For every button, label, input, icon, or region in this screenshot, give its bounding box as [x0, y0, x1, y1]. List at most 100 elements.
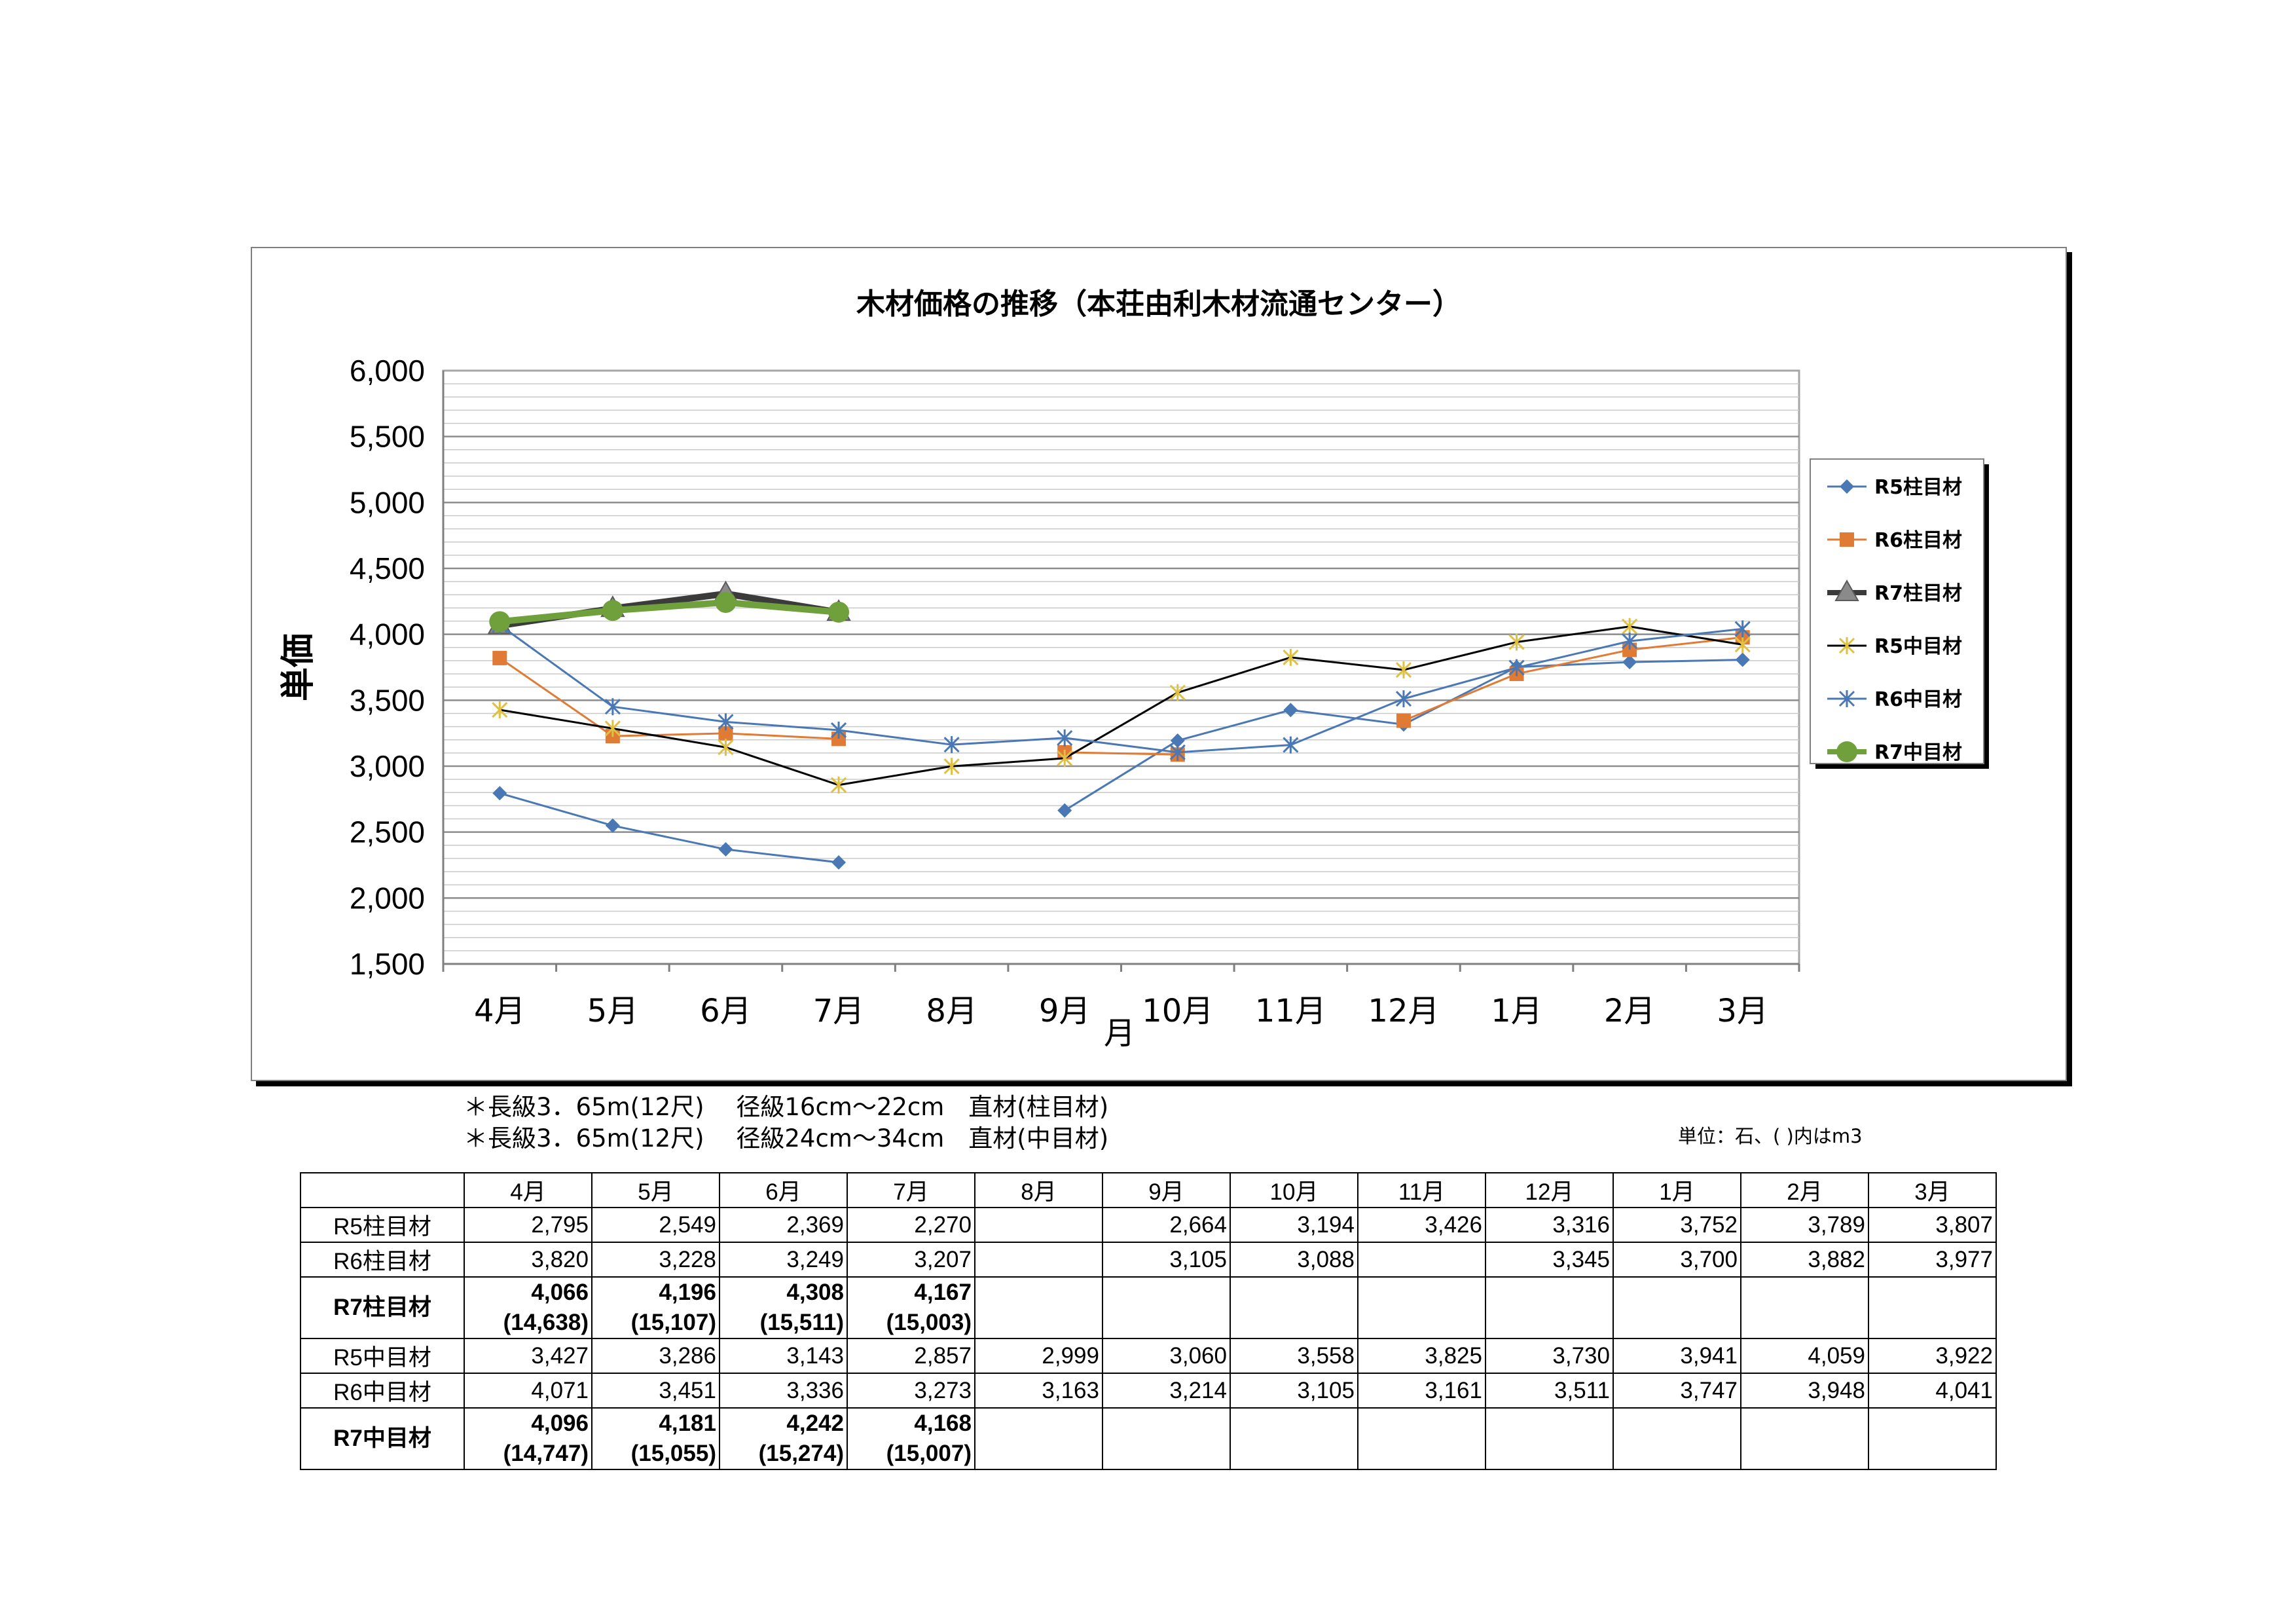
data-point — [1622, 655, 1637, 670]
table-cell: 4,242 (15,274) — [719, 1407, 848, 1470]
table-cell — [1357, 1242, 1486, 1278]
table-cell: 3,336 — [719, 1373, 848, 1409]
cell-value: 3,345 — [1552, 1246, 1610, 1272]
data-point — [604, 720, 621, 737]
cell-value: 4,181 — [659, 1411, 716, 1436]
data-point — [492, 786, 507, 801]
table-cell: 3,511 — [1485, 1373, 1614, 1409]
cell-value: 3,286 — [659, 1342, 716, 1369]
cell-value: 3,426 — [1425, 1211, 1482, 1238]
row-label: R5柱目材 — [300, 1207, 465, 1243]
data-point — [718, 726, 733, 741]
table-cell: 4,096 (14,747) — [464, 1407, 592, 1470]
x-tick-label: 12月 — [1368, 993, 1439, 1029]
data-point — [828, 601, 850, 623]
data-point — [602, 600, 623, 621]
cell-volume-m3: (15,511) — [759, 1310, 844, 1335]
data-point — [492, 701, 508, 719]
table-cell — [1485, 1276, 1614, 1339]
row-label: R5中目材 — [300, 1338, 465, 1374]
table-cell: 3,752 — [1613, 1207, 1741, 1243]
cell-value: 3,941 — [1680, 1342, 1738, 1369]
x-axis-title: 月 — [1104, 1015, 1135, 1052]
legend-marker — [1838, 637, 1855, 654]
legend-marker — [1836, 741, 1857, 762]
table-row: R5中目材 3,427 3,286 3,143 2,857 2,999 3,060 3,558… — [300, 1338, 1997, 1374]
cell-value: 3,807 — [1935, 1211, 1993, 1238]
data-point — [718, 739, 734, 756]
data-point — [831, 855, 847, 870]
table-header-cell: 2月 — [1740, 1172, 1869, 1208]
table-cell — [1357, 1276, 1486, 1339]
data-point — [1169, 743, 1186, 761]
cell-value: 3,700 — [1680, 1246, 1738, 1272]
table-cell: 4,181 (15,055) — [591, 1407, 720, 1470]
table-cell: 3,214 — [1102, 1373, 1231, 1409]
table-cell: 3,161 — [1357, 1373, 1486, 1409]
table-cell: 3,249 — [719, 1242, 848, 1278]
data-point — [943, 758, 960, 775]
table-cell: 2,999 — [974, 1338, 1103, 1374]
y-tick-label: 2,500 — [350, 815, 425, 849]
table-cell: 3,730 — [1485, 1338, 1614, 1374]
data-point — [1622, 618, 1638, 635]
data-point — [1057, 729, 1073, 747]
y-tick-label: 2,000 — [350, 881, 425, 915]
data-point — [489, 611, 511, 633]
data-point — [1057, 803, 1072, 818]
table-cell: 4,168 (15,007) — [847, 1407, 975, 1470]
table-header-cell: 5月 — [591, 1172, 720, 1208]
unit-note: 単位：石、( )内はm3 — [1678, 1125, 1863, 1147]
table-cell: 4,196 (15,107) — [591, 1276, 720, 1339]
table-cell — [1868, 1276, 1997, 1339]
cell-value: 4,308 — [786, 1280, 844, 1305]
data-point — [830, 722, 847, 739]
cell-value: 2,999 — [1042, 1342, 1099, 1369]
legend-marker — [1834, 579, 1859, 601]
cell-value: 3,228 — [659, 1246, 716, 1272]
table-cell — [1230, 1276, 1358, 1339]
data-point — [718, 713, 734, 731]
table-cell — [1613, 1276, 1741, 1339]
legend-box — [1810, 458, 1984, 764]
legend-entry: R6中目材 — [1874, 688, 1962, 711]
cell-value: 3,789 — [1808, 1211, 1865, 1238]
data-point — [1734, 620, 1751, 638]
line-chart: 木材価格の推移（本荘由利木材流通センター） 1,500 2,000 2,500 3,00… — [279, 287, 1989, 1052]
data-point — [718, 842, 733, 857]
data-point — [1508, 633, 1525, 651]
cell-value: 3,511 — [1554, 1377, 1610, 1403]
data-point — [831, 731, 847, 747]
data-point — [492, 650, 507, 665]
data-point — [1734, 636, 1751, 654]
y-axis-title: 単価 — [279, 633, 318, 701]
data-point — [1283, 703, 1298, 718]
x-tick-label: 2月 — [1604, 993, 1656, 1029]
spec-note-1: ＊長級3．65m(12尺) 径級16cm～22cm 直材(柱目材) — [464, 1093, 1109, 1121]
table-cell: 3,882 — [1740, 1242, 1869, 1278]
x-tick-label: 9月 — [1039, 993, 1091, 1029]
table-cell — [1230, 1407, 1358, 1470]
cell-value: 4,059 — [1808, 1342, 1865, 1369]
x-tick-label: 1月 — [1491, 993, 1542, 1029]
plot-area — [442, 369, 1800, 965]
cell-value: 3,730 — [1552, 1342, 1610, 1369]
cell-value: 3,316 — [1552, 1211, 1610, 1238]
cell-value: 2,664 — [1169, 1211, 1227, 1238]
cell-value: 3,977 — [1935, 1246, 1993, 1272]
data-point — [1622, 642, 1637, 657]
table-cell: 3,426 — [1357, 1207, 1486, 1243]
table-cell: 3,807 — [1868, 1207, 1997, 1243]
table-cell — [1102, 1407, 1231, 1470]
table-cell: 4,308 (15,511) — [719, 1276, 848, 1339]
legend-marker — [1840, 479, 1854, 494]
data-point — [715, 591, 737, 613]
table-cell: 3,207 — [847, 1242, 975, 1278]
table-row: R7柱目材 4,066 (14,638) 4,196 (15,107) 4,308 (15,… — [300, 1276, 1997, 1339]
x-tick-label: 7月 — [813, 993, 865, 1029]
table-cell — [1357, 1407, 1486, 1470]
cell-value: 2,270 — [914, 1211, 972, 1238]
cell-value: 3,558 — [1297, 1342, 1355, 1369]
table-header-cell: 4月 — [464, 1172, 592, 1208]
row-label: R7中目材 — [300, 1407, 465, 1470]
